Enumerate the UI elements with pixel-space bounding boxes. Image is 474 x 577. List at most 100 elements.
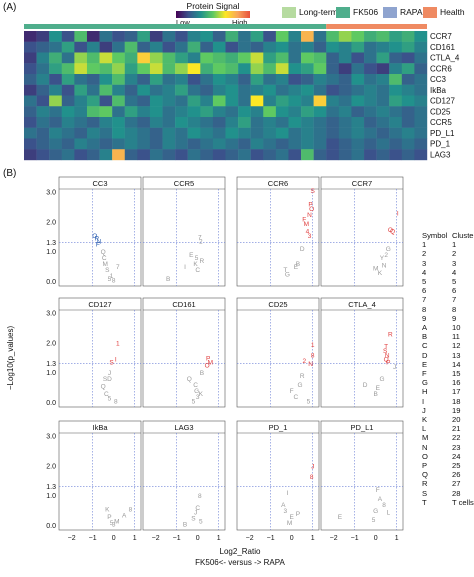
cluster-id: 10 — [452, 323, 461, 333]
heatmap-cell — [49, 95, 62, 107]
heatmap-cell — [86, 41, 100, 53]
cluster-id: 25 — [452, 461, 461, 471]
heatmap-cell — [61, 149, 75, 161]
y-tick-label: 3.0 — [46, 310, 56, 317]
heatmap-cell — [414, 117, 428, 128]
volcano-point-label: B — [200, 370, 204, 377]
volcano-point-label: 1 — [110, 273, 114, 280]
volcano-panel-frame — [236, 297, 320, 408]
cluster-symbol: 5 — [422, 277, 427, 287]
heatmap-cell — [86, 74, 100, 85]
cluster-id: 24 — [452, 451, 461, 461]
volcano-point-label: G — [386, 246, 391, 253]
heatmap-cell — [376, 138, 390, 150]
heatmap-cell — [351, 149, 365, 161]
x-tick-label: 0 — [374, 535, 378, 542]
heatmap-cell — [175, 31, 188, 42]
volcano-point-label: D — [300, 246, 305, 253]
x-tick-label: −1 — [89, 535, 97, 542]
volcano-point-label: F — [290, 388, 294, 395]
heatmap-cell — [263, 127, 277, 139]
heatmap-cell — [301, 127, 314, 139]
heatmap-cell — [364, 106, 377, 118]
heatmap-cell — [124, 63, 138, 75]
heatmap-cell — [238, 95, 251, 107]
cluster-symbol: 2 — [422, 249, 427, 259]
cluster-symbol: H — [422, 387, 428, 397]
heatmap-cell — [200, 41, 214, 53]
cluster-symbol: J — [422, 405, 426, 415]
heatmap-cell — [263, 84, 277, 96]
heatmap-cell — [86, 127, 100, 139]
heatmap-cell — [338, 117, 352, 128]
heatmap-cell — [212, 84, 226, 96]
heatmap-cell — [49, 31, 62, 42]
cluster-legend-row: C 12 — [418, 341, 474, 350]
cluster-legend-row: M 22 — [418, 433, 474, 442]
heatmap-cell — [212, 41, 226, 53]
heatmap-cell — [351, 84, 365, 96]
heatmap-cell — [351, 52, 365, 64]
heatmap-cell — [175, 74, 188, 85]
heatmap-cell — [364, 41, 377, 53]
heatmap-cell — [74, 117, 88, 128]
cluster-legend-row: D 13 — [418, 351, 474, 360]
cluster-symbol: L — [422, 424, 427, 434]
volcano-point-label: 5 — [108, 396, 112, 403]
heatmap-cell — [389, 138, 403, 150]
heatmap-cell — [187, 74, 201, 85]
volcano-point-label: SD — [103, 376, 112, 383]
heatmap-cell — [99, 84, 113, 96]
heatmap-cell — [36, 149, 50, 161]
heatmap-cell — [313, 106, 327, 118]
heatmap-group-bar-fk506 — [24, 24, 327, 29]
heatmap-cell — [162, 106, 176, 118]
volcano-point-label: Q — [390, 228, 395, 235]
heatmap-cell — [301, 106, 314, 118]
cluster-symbol: I — [422, 396, 425, 406]
heatmap-cell — [313, 138, 327, 150]
heatmap-cell — [414, 127, 428, 139]
heatmap-cell — [162, 74, 176, 85]
heatmap-cell — [250, 84, 264, 96]
heatmap-cell — [238, 41, 251, 53]
heatmap-cell — [212, 138, 226, 150]
heatmap-cell — [112, 84, 125, 96]
heatmap-cell — [175, 127, 188, 139]
y-tick-label: 1.0 — [46, 249, 56, 256]
heatmap-cell — [74, 52, 88, 64]
volcano-point-label: I — [397, 210, 399, 217]
heatmap-cell — [200, 74, 214, 85]
cluster-legend-header: Symbol Cluster — [418, 231, 474, 240]
heatmap-cell — [36, 138, 50, 150]
heatmap-cell — [86, 106, 100, 118]
heatmap-cell — [338, 63, 352, 75]
heatmap-cell — [275, 149, 289, 161]
heatmap-cell — [124, 41, 138, 53]
volcano-point-label: S — [311, 188, 316, 195]
volcano-point-label: T — [283, 267, 287, 274]
volcano-point-label: L — [386, 510, 390, 517]
volcano-point-label: M — [287, 520, 292, 527]
volcano-point-label: 8 — [311, 352, 315, 359]
heatmap-cell — [401, 138, 415, 150]
cluster-legend-row: K 20 — [418, 415, 474, 424]
heatmap-cell — [376, 84, 390, 96]
heatmap-cell — [99, 138, 113, 150]
heatmap-cell — [187, 52, 201, 64]
y-tick-label: 0.0 — [46, 400, 56, 407]
heatmap-cell — [49, 52, 62, 64]
heatmap-cell — [24, 95, 37, 107]
heatmap-cell — [288, 149, 302, 161]
heatmap-cell — [49, 63, 62, 75]
heatmap-cell — [225, 63, 239, 75]
heatmap-cell — [326, 31, 340, 42]
x-axis-label: Log2_Ratio — [220, 547, 261, 556]
heatmap-cell — [326, 84, 340, 96]
heatmap-cell — [112, 95, 125, 107]
heatmap-cell — [376, 117, 390, 128]
y-tick-label: 1.3 — [46, 484, 56, 491]
volcano-point-label: 8 — [112, 278, 116, 285]
